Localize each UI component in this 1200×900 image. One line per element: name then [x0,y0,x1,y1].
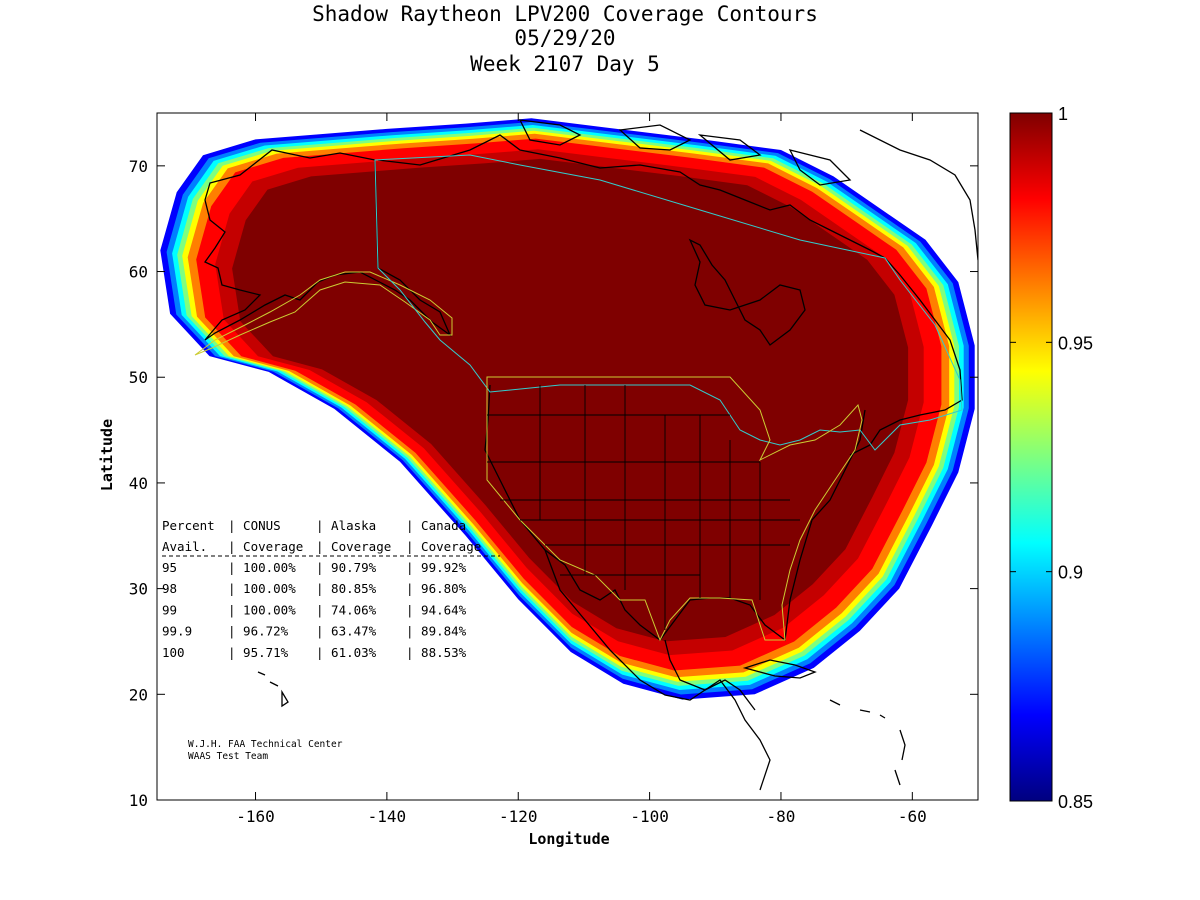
x-tick-label: -100 [630,807,669,826]
coverage-statistics-table: Percent | CONUS | Alaska | Canada Avail. | Co… [162,518,500,660]
colorbar-scale [1009,112,1053,802]
table-header-cell: | Alaska [316,518,376,533]
table-row-cell: | 88.53% [406,645,467,660]
table-row-cell: | 100.00% [228,602,296,617]
greenland-coastline [859,129,978,261]
x-tick-label: -60 [898,807,927,826]
y-axis: 10 20 30 40 50 60 70 [129,157,978,810]
colorbar-tick-label: 1 [1058,104,1068,124]
colorbar-tick-label: 0.9 [1058,563,1083,583]
table-header-cell: | CONUS [228,518,281,533]
arctic-islands [518,119,852,186]
plot-area [157,113,978,800]
chart-title-line-3: Week 2107 Day 5 [470,52,660,76]
table-row-cell: | 61.03% [316,645,377,660]
table-row-cell: | 99.92% [406,560,467,575]
alaska-region-boundary [194,271,453,356]
credit-line-2: WAAS Test Team [188,751,268,762]
y-tick-label: 10 [129,791,148,810]
y-tick-label: 70 [129,157,148,176]
table-subheader-cell: Avail. [162,539,207,554]
table-row-cell: 98 [162,581,177,596]
table-row-cell: 99 [162,602,177,617]
hudson-bay-coastline [688,238,806,346]
table-row-cell: | 89.84% [406,624,467,639]
table-subheader-cell: | Coverage [316,539,391,554]
table-row-cell: 99.9 [162,624,192,639]
table-row-cell: | 95.71% [228,645,289,660]
table-header-cell: Percent [162,518,215,533]
y-tick-label: 40 [129,474,148,493]
table-header-cell: | Canada [406,518,466,533]
table-row-cell: | 74.06% [316,602,377,617]
caribbean-islands [829,699,906,786]
chart-title-line-2: 05/29/20 [514,26,615,50]
colorbar-tick-label: 0.95 [1058,333,1093,353]
table-row-cell: | 96.80% [406,581,467,596]
y-axis-label: Latitude [98,419,116,491]
colorbar: 0.85 0.9 0.95 1 [1009,104,1093,812]
hawaii-coastline [257,671,289,708]
chart-title-line-1: Shadow Raytheon LPV200 Coverage Contours [312,2,818,26]
cuba-coastline [742,659,817,679]
table-row-cell: | 100.00% [228,560,296,575]
state-boundaries [487,385,800,630]
colorbar-ticks: 0.85 0.9 0.95 1 [1010,104,1093,812]
plot-frame [156,112,979,801]
colorbar-tick-label: 0.85 [1058,792,1093,812]
y-tick-label: 50 [129,368,148,387]
table-row-cell: 100 [162,645,185,660]
state-grid [487,385,800,630]
table-subheader-cell: | Coverage [228,539,303,554]
credit-line-1: W.J.H. FAA Technical Center [188,739,343,750]
us-coastline [484,384,866,642]
conus-region-boundary [486,376,863,642]
table-row-cell: | 63.47% [316,624,377,639]
table-row-cell: | 80.85% [316,581,377,596]
table-row-cell: | 96.72% [228,624,289,639]
coverage-contour-level-9 [232,158,909,642]
x-tick-label: -120 [499,807,538,826]
table-row-cell: | 90.79% [316,560,377,575]
mexico-coastline [544,549,771,791]
x-tick-label: -140 [368,807,407,826]
coastline-map [204,119,978,791]
canada-coastline [377,134,963,456]
table-subheader-cell: | Coverage [406,539,481,554]
region-boundaries [194,154,963,642]
table-row-cell: | 100.00% [228,581,296,596]
y-tick-label: 30 [129,580,148,599]
x-axis: -160 -140 -120 -100 -80 -60 [236,113,927,826]
y-tick-label: 20 [129,685,148,704]
canada-region-boundary [374,154,963,451]
table-row-cell: | 94.64% [406,602,467,617]
x-axis-label: Longitude [528,830,609,848]
x-tick-label: -80 [767,807,796,826]
central-america-coastline [664,639,756,711]
y-tick-label: 60 [129,263,148,282]
x-tick-label: -160 [236,807,275,826]
table-row-cell: 95 [162,560,177,575]
